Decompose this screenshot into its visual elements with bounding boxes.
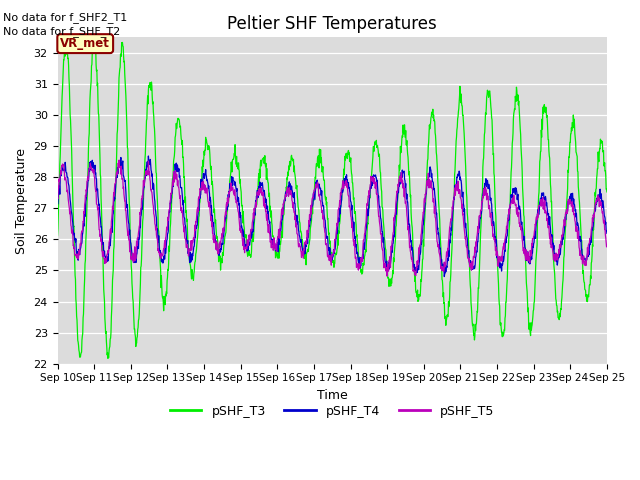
pSHF_T3 [419,265,426,271]
pSHF_T5 [115,157,123,163]
X-axis label: Time: Time [317,389,348,402]
pSHF_T4 [603,230,611,236]
pSHF_T3 [539,126,547,132]
pSHF_T5 [54,194,61,200]
Text: No data for f_SHF_T2: No data for f_SHF_T2 [3,26,120,37]
pSHF_T5 [419,219,426,225]
pSHF_T5 [603,243,611,249]
pSHF_T5 [237,228,245,234]
Y-axis label: Soil Temperature: Soil Temperature [15,147,28,253]
pSHF_T5 [490,236,498,241]
pSHF_T5 [176,193,184,199]
Line: pSHF_T3: pSHF_T3 [58,38,607,359]
pSHF_T3 [238,203,246,209]
Legend: pSHF_T3, pSHF_T4, pSHF_T5: pSHF_T3, pSHF_T4, pSHF_T5 [165,400,499,423]
pSHF_T3 [104,356,112,361]
pSHF_T3 [603,189,611,195]
Line: pSHF_T5: pSHF_T5 [58,160,607,276]
pSHF_T3 [163,278,171,284]
pSHF_T5 [163,224,171,230]
pSHF_T4 [163,238,171,243]
pSHF_T3 [54,233,61,239]
pSHF_T4 [490,221,498,227]
pSHF_T3 [177,123,184,129]
pSHF_T4 [539,192,547,198]
pSHF_T4 [418,239,426,244]
Title: Peltier SHF Temperatures: Peltier SHF Temperatures [227,15,437,33]
pSHF_T4 [440,274,448,279]
pSHF_T4 [176,177,184,182]
pSHF_T4 [145,153,152,159]
pSHF_T4 [237,223,245,228]
Text: VR_met: VR_met [60,37,110,50]
pSHF_T3 [490,170,498,176]
pSHF_T5 [383,273,391,279]
pSHF_T4 [54,201,61,207]
pSHF_T5 [539,199,547,204]
Line: pSHF_T4: pSHF_T4 [58,156,607,276]
Text: No data for f_SHF2_T1: No data for f_SHF2_T1 [3,12,127,23]
pSHF_T3 [63,35,70,41]
